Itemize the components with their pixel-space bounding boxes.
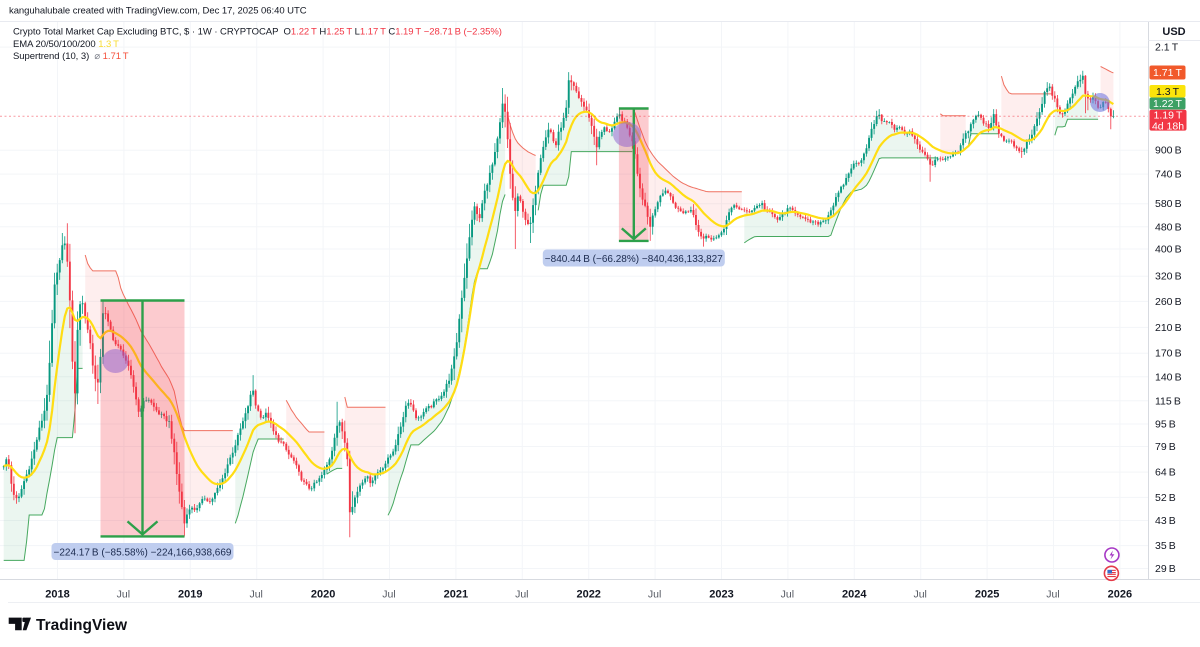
svg-text:2024: 2024: [842, 589, 867, 601]
svg-text:4d 18h: 4d 18h: [1152, 121, 1184, 133]
svg-text:EMA 20/50/100/200 1.3 T: EMA 20/50/100/200 1.3 T: [13, 39, 119, 50]
svg-text:Jul: Jul: [382, 589, 395, 601]
svg-text:1.3 T: 1.3 T: [1156, 86, 1180, 98]
svg-text:2025: 2025: [975, 589, 999, 601]
svg-text:−840.44 B (−66.28%) −840,436,1: −840.44 B (−66.28%) −840,436,133,827: [545, 254, 723, 265]
svg-text:1.19 T: 1.19 T: [1154, 109, 1184, 121]
svg-text:2020: 2020: [311, 589, 335, 601]
svg-text:900 B: 900 B: [1155, 145, 1182, 157]
svg-text:Jul: Jul: [1046, 589, 1059, 601]
svg-text:2023: 2023: [709, 589, 733, 601]
svg-text:Jul: Jul: [781, 589, 794, 601]
svg-text:2018: 2018: [45, 589, 69, 601]
svg-text:Jul: Jul: [648, 589, 661, 601]
svg-text:43 B: 43 B: [1155, 515, 1176, 527]
svg-text:35 B: 35 B: [1155, 540, 1176, 552]
svg-text:USD: USD: [1162, 26, 1185, 38]
svg-text:Jul: Jul: [249, 589, 262, 601]
svg-text:260 B: 260 B: [1155, 296, 1182, 308]
svg-text:115 B: 115 B: [1155, 395, 1181, 407]
svg-text:Jul: Jul: [515, 589, 528, 601]
svg-text:210 B: 210 B: [1155, 322, 1182, 334]
svg-text:kanguhalubale created with Tra: kanguhalubale created with TradingView.c…: [9, 6, 307, 17]
svg-text:52 B: 52 B: [1155, 492, 1176, 504]
svg-text:2021: 2021: [444, 589, 468, 601]
svg-text:29 B: 29 B: [1155, 563, 1176, 575]
svg-text:2022: 2022: [576, 589, 600, 601]
svg-text:−224.17 B (−85.58%) −224,166,9: −224.17 B (−85.58%) −224,166,938,669: [54, 548, 232, 559]
svg-text:Crypto Total Market Cap Exclud: Crypto Total Market Cap Excluding BTC, $…: [13, 26, 502, 37]
svg-text:580 B: 580 B: [1155, 198, 1182, 210]
svg-text:1.22 T: 1.22 T: [1153, 98, 1183, 110]
svg-text:2019: 2019: [178, 589, 202, 601]
svg-text:64 B: 64 B: [1155, 467, 1176, 479]
svg-text:95 B: 95 B: [1155, 419, 1176, 431]
svg-text:79 B: 79 B: [1155, 441, 1176, 453]
svg-text:480 B: 480 B: [1155, 221, 1182, 233]
svg-text:2026: 2026: [1108, 589, 1132, 601]
svg-text:140 B: 140 B: [1155, 371, 1182, 383]
svg-text:Jul: Jul: [117, 589, 130, 601]
svg-text:320 B: 320 B: [1155, 271, 1182, 283]
svg-text:170 B: 170 B: [1155, 348, 1182, 360]
svg-text:TradingView: TradingView: [36, 617, 128, 634]
svg-text:Jul: Jul: [913, 589, 926, 601]
svg-text:400 B: 400 B: [1155, 244, 1182, 256]
svg-text:Supertrend (10, 3) ⌀ 1.71 T: Supertrend (10, 3) ⌀ 1.71 T: [13, 51, 129, 62]
svg-text:1.71 T: 1.71 T: [1153, 67, 1183, 79]
svg-text:740 B: 740 B: [1155, 169, 1182, 181]
svg-text:2.1 T: 2.1 T: [1155, 42, 1179, 54]
